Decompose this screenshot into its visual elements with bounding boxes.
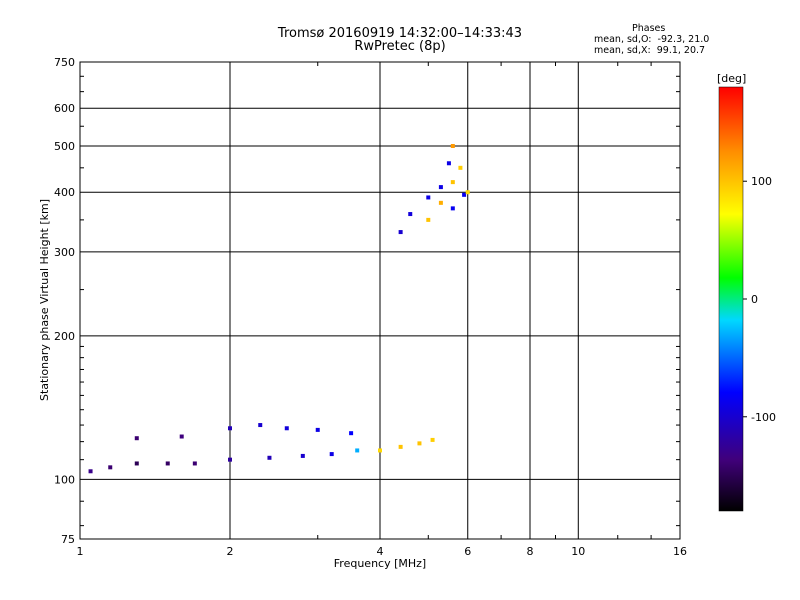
y-tick-label: 600 [54, 102, 75, 115]
y-tick-label: 750 [54, 56, 75, 69]
data-point [284, 426, 289, 431]
y-tick-label: 500 [54, 140, 75, 153]
data-point [165, 461, 170, 466]
y-axis-label: Stationary phase Virtual Height [km] [38, 199, 51, 401]
phases-heading: Phases [632, 23, 666, 34]
data-point [408, 212, 413, 217]
chart-subtitle: RwPretec (8p) [354, 39, 446, 54]
grid [80, 62, 680, 539]
y-tick-label: 400 [54, 186, 75, 199]
data-point [355, 448, 360, 453]
x-tick-label: 10 [571, 545, 585, 558]
data-point [458, 165, 463, 170]
data-point [228, 457, 232, 462]
data-point [465, 190, 470, 195]
x-tick-label: 4 [377, 545, 384, 558]
data-point [450, 143, 455, 148]
colorbar-unit-label: [deg] [717, 72, 746, 85]
colorbar-tick-label: 100 [751, 175, 772, 188]
data-point [378, 448, 382, 453]
data-point [134, 461, 139, 466]
x-mode-phase-stats: mean, sd,X: 99.1, 20.7 [594, 45, 706, 56]
data-points [88, 143, 470, 474]
data-point [450, 206, 455, 211]
data-point [417, 441, 422, 446]
data-point [315, 427, 320, 432]
data-point [398, 230, 403, 235]
colorbar-axis: 100 0 -100 [743, 175, 776, 424]
x-tick-label: 1 [77, 545, 84, 558]
data-point [349, 431, 354, 436]
colorbar [718, 86, 744, 512]
data-point [329, 452, 334, 457]
colorbar-tick-label: -100 [751, 411, 776, 424]
data-point [228, 426, 232, 431]
y-tick-label: 300 [54, 246, 75, 259]
y-tick-label: 200 [54, 330, 75, 343]
x-tick-label: 2 [227, 545, 234, 558]
colorbar-tick-label: 0 [751, 293, 758, 306]
data-point [267, 455, 272, 460]
data-point [398, 444, 403, 449]
data-point [450, 180, 455, 185]
x-axis-label: Frequency [MHz] [334, 557, 426, 570]
data-point [438, 185, 443, 190]
data-point [258, 423, 263, 428]
y-tick-label: 75 [61, 533, 75, 546]
x-tick-label: 8 [527, 545, 534, 558]
data-point [179, 434, 184, 439]
chart-title: Tromsø 20160919 14:32:00–14:33:43 [277, 26, 523, 41]
data-point [192, 461, 197, 466]
data-point [438, 200, 443, 205]
x-tick-label: 6 [464, 545, 471, 558]
data-point [426, 217, 431, 222]
axes: 1 2 4 6 8 10 16 75 100 200 300 400 500 600 750 [54, 56, 687, 558]
o-mode-phase-stats: mean, sd,O: -92.3, 21.0 [594, 34, 710, 45]
data-point [426, 195, 431, 200]
y-tick-label: 100 [54, 473, 75, 486]
data-point [300, 453, 305, 458]
data-point [108, 465, 113, 470]
data-point [446, 161, 451, 166]
data-point [462, 192, 467, 197]
data-point [134, 436, 139, 441]
data-point [88, 469, 93, 474]
data-point [430, 437, 435, 442]
x-tick-label: 16 [673, 545, 687, 558]
